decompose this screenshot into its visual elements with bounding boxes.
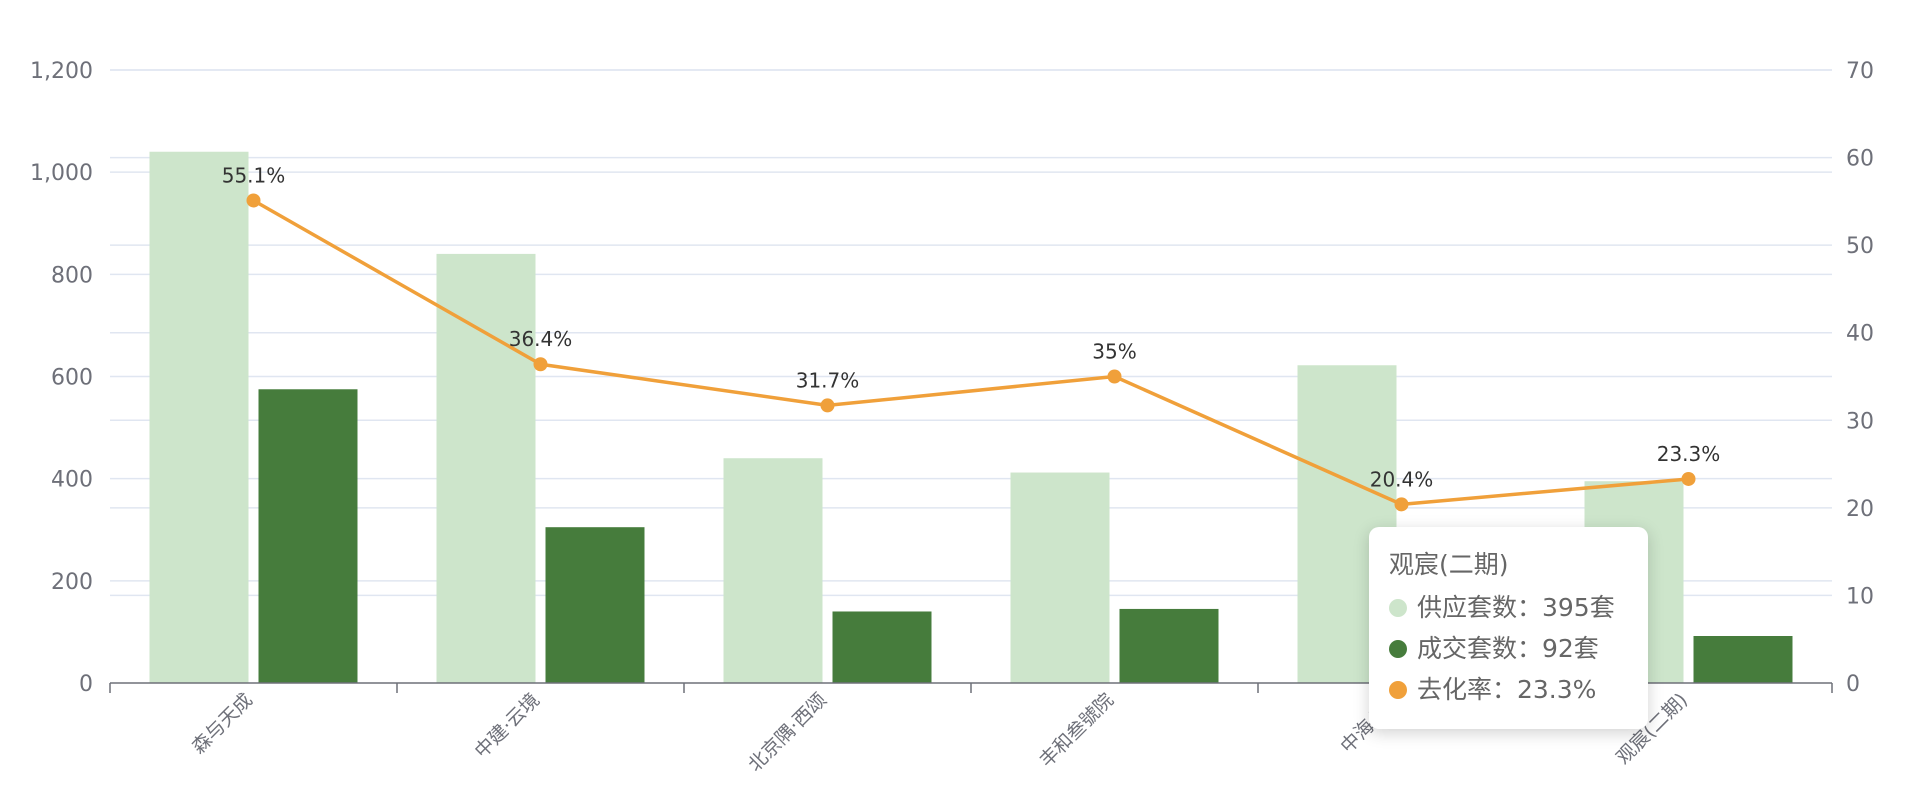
tooltip-rate-label: 去化率：23.3% (1417, 675, 1597, 704)
deals-bar (832, 611, 932, 683)
x-category-label: 北京隅·西颂 (744, 689, 831, 776)
rate-data-label: 20.4% (1370, 467, 1434, 491)
rate-series-dot (1389, 680, 1407, 699)
rate-data-label: 35% (1092, 340, 1136, 364)
deals-bar (545, 527, 645, 683)
tooltip-row-rate: 去化率：23.3% (1389, 669, 1628, 710)
rate-point (1394, 497, 1409, 512)
y-left-tick-label: 600 (51, 366, 93, 391)
rate-data-label: 31.7% (796, 368, 860, 392)
rate-data-label: 23.3% (1657, 442, 1721, 466)
deals-bar (1693, 636, 1793, 683)
x-category-label: 森与天成 (188, 689, 257, 758)
supply-bar (149, 151, 249, 683)
rate-data-label: 36.4% (509, 327, 573, 351)
y-right-tick-label: 0 (1846, 672, 1860, 697)
y-left-tick-label: 1,000 (30, 161, 93, 186)
rate-data-label: 55.1% (222, 163, 286, 187)
y-right-tick-label: 30 (1846, 409, 1874, 434)
tooltip-supply-label: 供应套数：395套 (1417, 593, 1615, 622)
deals-bar (258, 389, 358, 683)
rate-point (1107, 369, 1122, 384)
x-category-label: 中建·云境 (470, 689, 544, 763)
rate-line (252, 198, 1689, 507)
supply-bar (723, 458, 823, 683)
rate-point (533, 357, 548, 372)
supply-bar (436, 253, 536, 683)
rate-point (820, 398, 835, 413)
y-right-tick-label: 50 (1846, 234, 1874, 259)
tooltip-row-supply: 供应套数：395套 (1389, 587, 1628, 628)
y-left-tick-label: 0 (79, 672, 93, 697)
tooltip-title: 观宸(二期) (1389, 550, 1509, 579)
rate-point (1681, 471, 1696, 486)
tooltip-deals-label: 成交套数：92套 (1417, 634, 1599, 663)
y-right-tick-label: 20 (1846, 497, 1874, 522)
x-category-label: 丰和叁號院 (1035, 689, 1118, 772)
supply-bar (1010, 472, 1110, 683)
y-right-tick-label: 60 (1846, 147, 1874, 172)
deals-series-dot (1389, 639, 1407, 658)
y-left-tick-label: 800 (51, 263, 93, 288)
y-left-tick-label: 400 (51, 468, 93, 493)
deals-bar (1119, 608, 1219, 683)
y-left-tick-label: 200 (51, 570, 93, 595)
chart-tooltip: 观宸(二期) 供应套数：395套 成交套数：92套 去化率：23.3% (1369, 527, 1648, 729)
tooltip-row-deals: 成交套数：92套 (1389, 628, 1628, 669)
y-right-tick-label: 70 (1846, 59, 1874, 84)
y-left-tick-label: 1,200 (30, 59, 93, 84)
supply-series-dot (1389, 598, 1407, 617)
y-right-tick-label: 40 (1846, 322, 1874, 347)
rate-point (246, 193, 261, 208)
y-right-tick-label: 10 (1846, 584, 1874, 609)
